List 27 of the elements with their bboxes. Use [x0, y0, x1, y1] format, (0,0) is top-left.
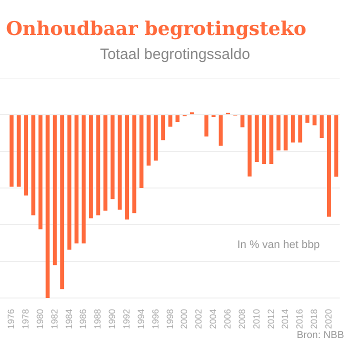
text: Bron: NBB — [296, 330, 344, 341]
x-tick-label: 2018 — [309, 308, 320, 330]
x-tick-label: 1978 — [20, 308, 31, 330]
x-tick-label: 2020 — [323, 308, 334, 330]
x-tick-label: 1980 — [34, 308, 45, 330]
annotation: In % van het bbp — [237, 238, 320, 251]
chart-subtitle: Totaal begrotingssaldo — [98, 46, 252, 63]
x-tick-label: 1998 — [164, 308, 175, 330]
x-tick-label: 1996 — [150, 308, 160, 330]
x-tick-label: 2008 — [236, 308, 247, 330]
x-tick-label: 1992 — [122, 308, 132, 330]
x-tick-label: 1984 — [64, 308, 74, 330]
x-tick-label: 2010 — [251, 308, 262, 330]
x-tick-label: 1994 — [136, 308, 146, 330]
x-tick-label: 2012 — [266, 308, 276, 330]
x-tick-label: 2014 — [280, 308, 290, 330]
x-tick-label: 1982 — [49, 308, 60, 330]
x-tick-label: 2002 — [194, 308, 204, 330]
x-tick-label: 1990 — [107, 308, 118, 330]
x-tick-label: 1988 — [92, 308, 103, 330]
x-tick-label: 2006 — [222, 308, 232, 330]
x-tick-label: 2016 — [294, 308, 305, 330]
x-tick-label: 1976 — [6, 308, 16, 330]
x-tick-label: 1986 — [78, 308, 88, 330]
x-tick-label: 2000 — [179, 308, 190, 330]
x-tick-label: 2004 — [208, 308, 218, 330]
chart-title: Onhoudbaar begrotingsteko — [6, 18, 308, 40]
